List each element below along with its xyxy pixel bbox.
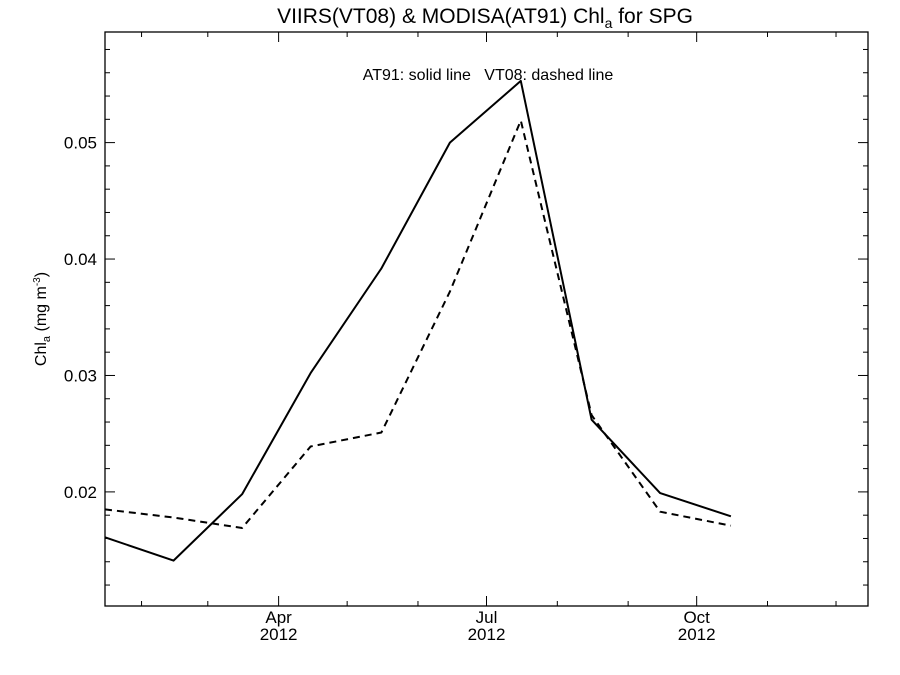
y-tick-label: 0.05 [64,134,97,153]
series-lines [104,79,732,562]
x-tick-label-year: 2012 [260,625,298,644]
y-tick-label: 0.02 [64,483,97,502]
y-axis-label-suffix: ) [33,272,50,277]
x-tick-label-year: 2012 [468,625,506,644]
chart-title-subscript: a [605,15,613,31]
chart-annotation: AT91: solid line VT08: dashed line [363,67,614,84]
chart-title: VIIRS(VT08) & MODISA(AT91) Chla for SPG [277,5,693,31]
y-tick-label: 0.04 [64,250,97,269]
series-line-vt08 [104,119,732,529]
series-line-at91 [104,79,732,562]
y-axis-label-prefix: Chl [33,342,50,366]
x-tick-label-month: Apr [265,608,292,627]
y-axis-label-middle: (mg m [33,286,50,336]
chart-title-suffix: for SPG [612,5,693,28]
chart-title-prefix: VIIRS(VT08) & MODISA(AT91) Chl [277,5,605,28]
y-axis-label-superscript: -3 [32,277,43,286]
plot-frame [104,31,869,607]
x-tick-label-year: 2012 [678,625,716,644]
y-axis-label-subscript: a [41,335,53,342]
x-tick-label-month: Jul [476,608,498,627]
y-tick-label: 0.03 [64,366,97,385]
x-tick-label-month: Oct [683,608,710,627]
y-axis-label: Chla (mg m-3) [32,272,53,366]
